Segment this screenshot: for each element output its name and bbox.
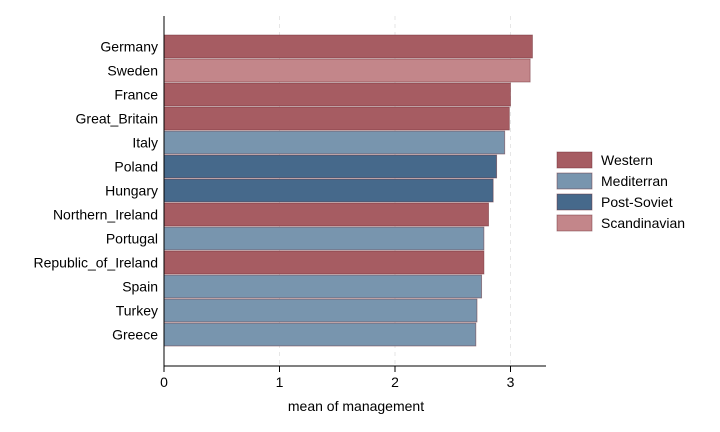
- category-label: Germany: [100, 39, 158, 55]
- legend-label: Post-Soviet: [601, 194, 673, 210]
- x-tick-label: 0: [160, 374, 168, 390]
- bar-portugal: [163, 226, 485, 251]
- bar-spain: [163, 274, 483, 299]
- category-label: France: [114, 87, 158, 103]
- axes: [163, 16, 546, 367]
- bars: [163, 34, 533, 347]
- x-axis-title: mean of management: [288, 398, 424, 414]
- bar-turkey: [163, 298, 478, 323]
- legend-swatch-post-soviet: [556, 193, 593, 211]
- category-label: Hungary: [105, 183, 158, 199]
- category-label: Poland: [114, 159, 158, 175]
- bar-italy: [163, 130, 506, 155]
- bar-great-britain: [163, 106, 510, 131]
- bar-poland: [163, 154, 498, 179]
- bar-republic-of-ireland: [163, 250, 485, 275]
- bar-sweden: [163, 58, 531, 83]
- category-label: Sweden: [107, 63, 158, 79]
- legend-label: Western: [601, 152, 653, 168]
- x-tick-label: 3: [507, 374, 515, 390]
- legend-swatch-scandinavian: [556, 214, 593, 232]
- category-label: Portugal: [106, 231, 158, 247]
- x-tick-label: 1: [276, 374, 284, 390]
- bar-germany: [163, 34, 533, 59]
- category-label: Greece: [112, 327, 158, 343]
- legend-swatch-mediterran: [556, 172, 593, 190]
- category-labels: Germany Sweden France Great_Britain Italy Pol…: [33, 39, 158, 343]
- legend-label: Mediterran: [601, 173, 668, 189]
- x-tick-label: 2: [391, 374, 399, 390]
- category-label: Great_Britain: [76, 111, 158, 127]
- category-label: Italy: [132, 135, 158, 151]
- bar-hungary: [163, 178, 494, 203]
- category-label: Spain: [122, 279, 158, 295]
- category-label: Turkey: [116, 303, 158, 319]
- category-label: Republic_of_Ireland: [33, 255, 158, 271]
- x-ticks: 0 1 2 3: [160, 366, 515, 390]
- bar-france: [163, 82, 511, 107]
- bar-greece: [163, 322, 477, 347]
- category-label: Northern_Ireland: [53, 207, 158, 223]
- legend-label: Scandinavian: [601, 215, 685, 231]
- legend: Western Mediterran Post-Soviet Scandinavian: [556, 151, 685, 232]
- legend-swatch-western: [556, 151, 593, 169]
- bar-northern-ireland: [163, 202, 489, 227]
